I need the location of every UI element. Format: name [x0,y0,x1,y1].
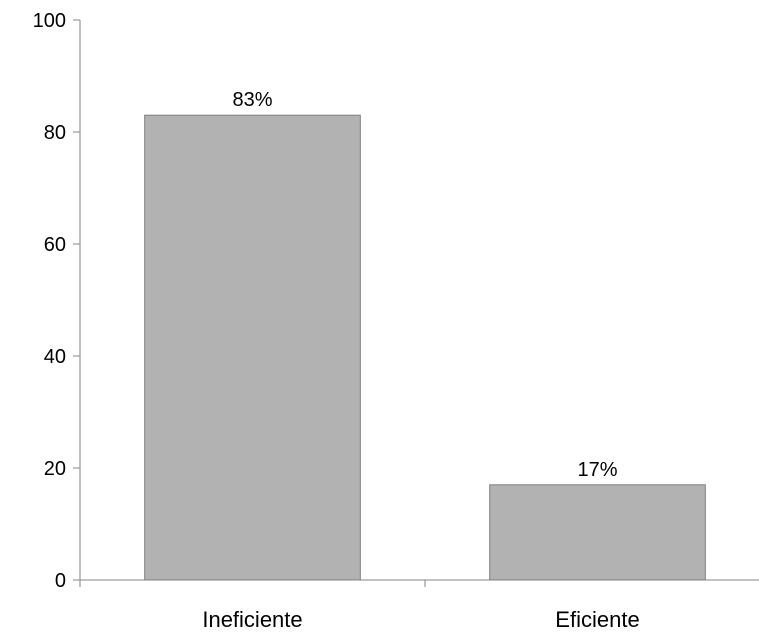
data-labels: 83% 17% [232,89,617,481]
x-category-label: Ineficiente [202,607,302,632]
y-axis: 0 20 40 60 80 100 [33,10,81,592]
bar-data-label: 17% [577,459,617,481]
y-tick-label: 100 [33,10,66,32]
bar-data-label: 83% [232,89,272,111]
y-tick-label: 60 [44,234,66,256]
x-category-label: Eficiente [555,607,639,632]
y-tick-label: 0 [55,570,66,592]
y-tick-label: 40 [44,346,66,368]
y-tick-label: 20 [44,458,66,480]
bars [144,114,706,581]
y-tick-label: 80 [44,122,66,144]
bar-eficiente [489,484,706,581]
bar-ineficiente [144,114,361,581]
x-axis: Ineficiente Eficiente [79,579,759,632]
